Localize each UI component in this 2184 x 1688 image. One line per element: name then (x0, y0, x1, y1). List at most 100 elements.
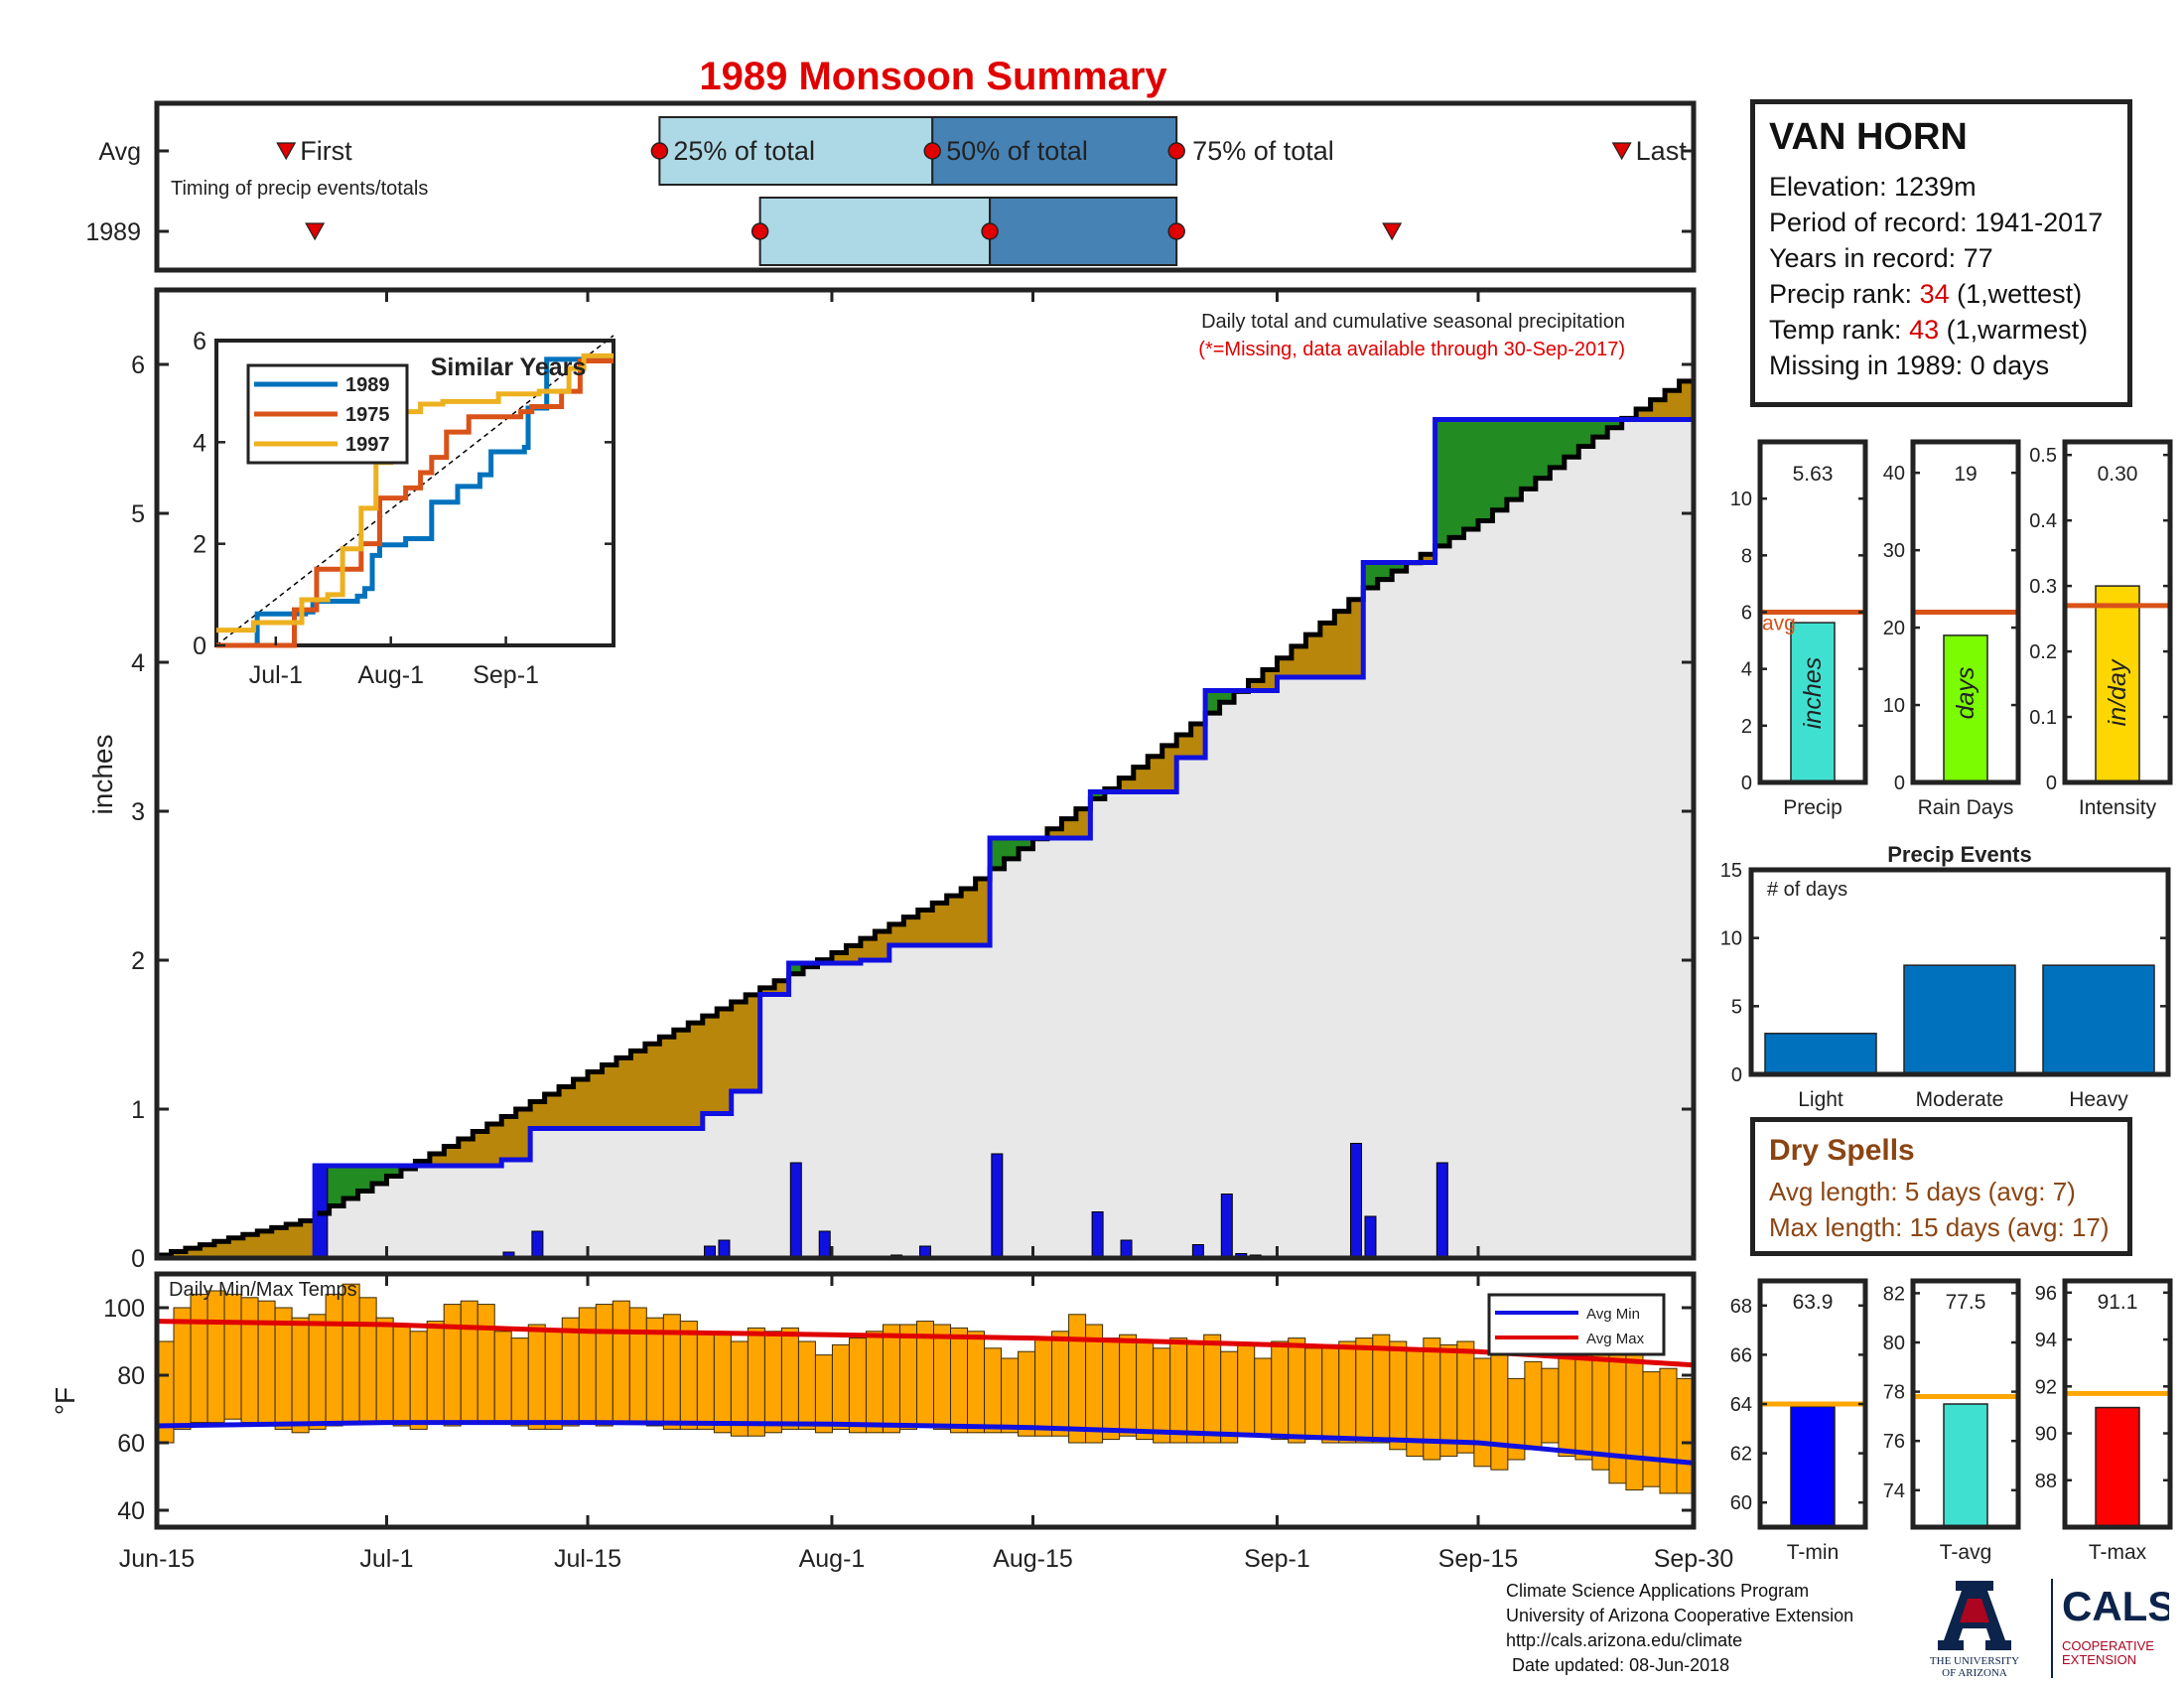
temp-x-tick-label: Jun-15 (119, 1545, 195, 1573)
cumulative-fill-day (372, 1184, 387, 1258)
cumulative-fill-day (501, 1160, 516, 1258)
stat-y-tick-label: 96 (2035, 1283, 2057, 1305)
daily-temp-bar (1322, 1344, 1339, 1443)
timing-quantile-marker (1168, 143, 1184, 159)
above-average-area (1464, 420, 1479, 529)
daily-temp-bar (1002, 1358, 1019, 1433)
daily-precip-bar (790, 1163, 801, 1258)
main-chart-subtitle: (*=Missing, data available through 30-Se… (1198, 339, 1625, 360)
daily-temp-bar (292, 1318, 309, 1433)
cumulative-fill-day (1578, 447, 1593, 1259)
daily-temp-bar (849, 1338, 866, 1433)
above-average-area (1449, 420, 1464, 538)
cumulative-fill-day (861, 960, 876, 1258)
stat-y-tick-label: 78 (1883, 1382, 1905, 1404)
cumulative-fill-day (803, 967, 818, 1258)
footer-line-3[interactable]: http://cals.arizona.edu/climate (1506, 1628, 1853, 1653)
cumulative-fill-day (875, 960, 889, 1258)
inset-legend-label: 1975 (345, 404, 390, 426)
daily-temp-bar (579, 1308, 596, 1423)
stat-y-tick-label: 66 (1730, 1344, 1752, 1366)
cumulative-fill-day (1148, 792, 1162, 1259)
stat-value-label: 91.1 (2098, 1291, 2138, 1314)
daily-temp-bar (748, 1328, 764, 1436)
dry-spells-avg: Avg length: 5 days (avg: 7) (1769, 1174, 2114, 1209)
temp-rank-value: 43 (1909, 315, 1939, 345)
daily-temp-bar (629, 1308, 646, 1423)
daily-temp-bar (1356, 1338, 1373, 1443)
cumulative-fill-day (459, 1166, 474, 1258)
stat-panel-label: T-min (1787, 1541, 1840, 1564)
stat-y-tick-label: 0.3 (2029, 576, 2057, 598)
cumulative-fill-day (444, 1166, 459, 1258)
stat-bar (1944, 1404, 1987, 1527)
daily-temps-panel: 406080100Jun-15 Jul-1 Jul-15 Aug-1 Aug-15 Sep… (50, 1274, 1733, 1573)
daily-temp-bar (241, 1298, 258, 1423)
daily-temp-bar (427, 1322, 444, 1423)
cumulative-fill-day (1263, 691, 1278, 1259)
cumulative-fill-day (832, 963, 847, 1258)
daily-temp-bar (1542, 1368, 1559, 1443)
daily-temp-bar (309, 1315, 326, 1430)
timing-bar-50-75 (990, 198, 1176, 265)
event-bar (1765, 1034, 1876, 1074)
below-average-area (630, 1051, 645, 1128)
daily-temp-bar (1575, 1348, 1592, 1460)
cumulative-fill-day (1205, 713, 1220, 1258)
cumulative-fill-day (1220, 702, 1235, 1258)
timing-q50-label: 50% of total (946, 136, 1088, 166)
daily-temp-bar (1137, 1341, 1154, 1440)
cumulative-fill-day (1176, 758, 1191, 1258)
temp-x-tick-label: Sep-15 (1438, 1545, 1519, 1573)
daily-temp-bar (359, 1298, 376, 1423)
daily-precip-bar (1436, 1163, 1447, 1258)
daily-temp-bar (1204, 1335, 1221, 1443)
daily-precip-bar (1092, 1212, 1103, 1259)
daily-temp-bar (781, 1328, 798, 1429)
cumulative-fill-day (616, 1129, 631, 1259)
stat-y-tick-label: 68 (1730, 1296, 1752, 1318)
timing-quantile-marker (924, 143, 940, 159)
cumulative-fill-day (1378, 580, 1393, 1258)
timing-quantile-marker (651, 143, 667, 159)
daily-temp-bar (444, 1305, 461, 1426)
station-name: VAN HORN (1769, 116, 2114, 159)
cumulative-fill-day (1320, 677, 1335, 1258)
daily-temp-bar (596, 1305, 613, 1426)
temp-x-tick-label: Aug-1 (799, 1545, 866, 1573)
stat-y-tick-label: 0.4 (2029, 510, 2057, 532)
cumulative-fill-day (1047, 838, 1062, 1258)
daily-temp-bar (1660, 1368, 1677, 1493)
daily-temp-bar (832, 1344, 849, 1429)
stat-y-tick-label: 6 (1741, 603, 1752, 625)
event-category-label: Moderate (1916, 1088, 2004, 1111)
temp-y-tick-label: 60 (117, 1430, 145, 1458)
cumulative-fill-day (1076, 838, 1091, 1258)
temp-y-tick-label: 40 (117, 1497, 145, 1525)
cumulative-fill-day (487, 1166, 502, 1258)
cumulative-fill-day (430, 1166, 445, 1258)
cumulative-fill-day (947, 945, 962, 1258)
missing-label: Missing in 1989: 0 days (1769, 348, 2114, 383)
stat-y-tick-label: 62 (1730, 1444, 1752, 1466)
events-y-tick-label: 5 (1731, 996, 1742, 1018)
daily-temp-bar (1305, 1348, 1322, 1440)
daily-temp-bar (1019, 1351, 1035, 1436)
events-y-tick-label: 15 (1720, 860, 1742, 882)
cumulative-fill-day (1622, 420, 1637, 1259)
daily-temp-bar (1609, 1348, 1626, 1483)
daily-temp-bar (697, 1332, 714, 1430)
stat-y-tick-label: 0 (1741, 773, 1752, 794)
cumulative-fill-day (1334, 677, 1349, 1258)
temp-x-tick-label: Jul-15 (554, 1545, 621, 1573)
stat-y-tick-label: 60 (1730, 1492, 1752, 1514)
stat-y-tick-label: 40 (1883, 463, 1905, 485)
temp-x-tick-label: Jul-1 (359, 1545, 413, 1573)
daily-temp-bar (1103, 1338, 1120, 1440)
footer-line-1: Climate Science Applications Program (1506, 1579, 1853, 1604)
stat-y-tick-label: 30 (1883, 540, 1905, 562)
daily-temp-bar (1457, 1341, 1474, 1453)
cumulative-fill-day (1134, 792, 1149, 1259)
temp-x-tick-label: Aug-15 (993, 1545, 1073, 1573)
stat-panel-label: Rain Days (1918, 796, 2014, 819)
